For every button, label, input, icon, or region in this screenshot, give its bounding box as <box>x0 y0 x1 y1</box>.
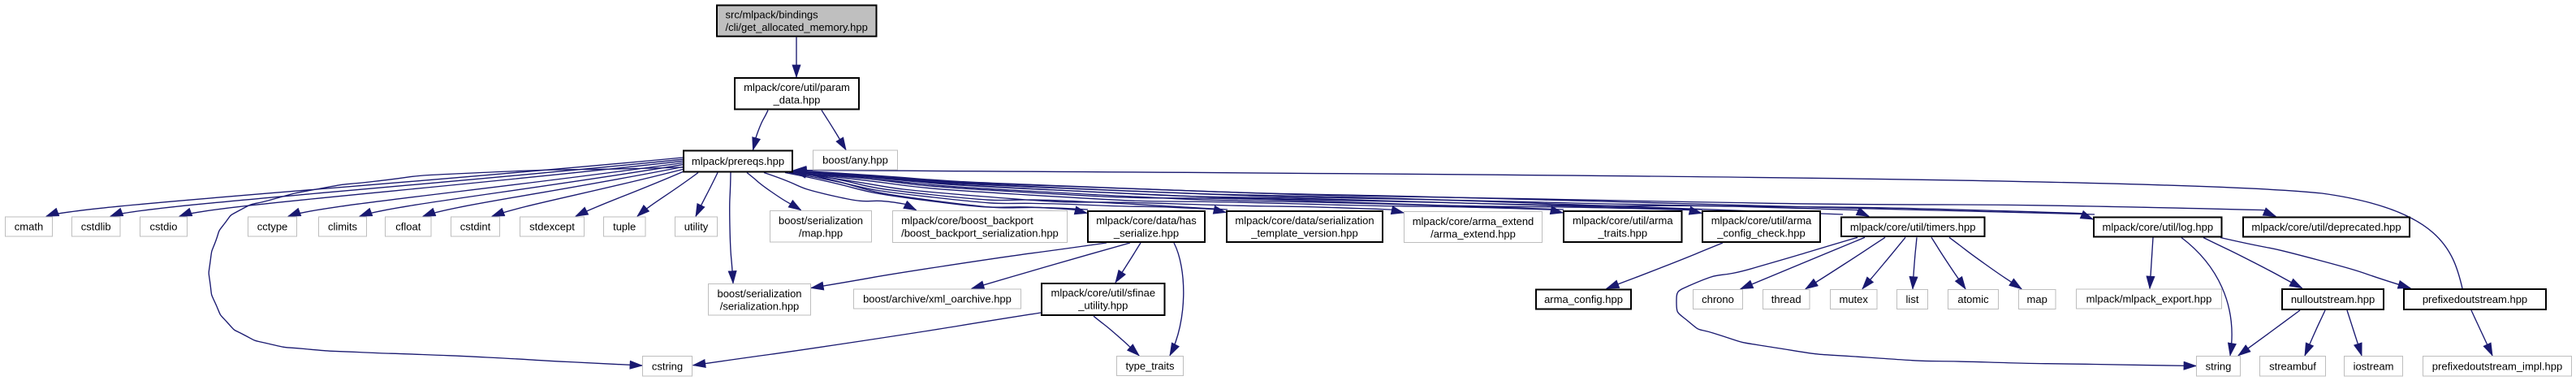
svg-text:list: list <box>1906 293 1919 305</box>
svg-text:_config_check.hpp: _config_check.hpp <box>1716 227 1805 240</box>
svg-text:mlpack/core/util/timers.hpp: mlpack/core/util/timers.hpp <box>1850 221 1976 233</box>
svg-text:thread: thread <box>1771 293 1801 305</box>
svg-text:utility: utility <box>684 221 709 233</box>
svg-text:boost/serialization: boost/serialization <box>779 214 863 227</box>
svg-text:/map.hpp: /map.hpp <box>799 227 843 240</box>
svg-text:cctype: cctype <box>257 221 288 233</box>
svg-text:string: string <box>2206 360 2232 372</box>
svg-text:prefixedoutstream_impl.hpp: prefixedoutstream_impl.hpp <box>2432 360 2562 372</box>
svg-text:tuple: tuple <box>613 221 636 233</box>
svg-text:mlpack/core/data/serialization: mlpack/core/data/serialization <box>1235 214 1374 227</box>
svg-text:mlpack/core/util/deprecated.hp: mlpack/core/util/deprecated.hpp <box>2251 221 2401 233</box>
svg-text:mlpack/core/util/arma: mlpack/core/util/arma <box>1573 214 1673 227</box>
svg-text:nulloutstream.hpp: nulloutstream.hpp <box>2291 293 2375 305</box>
svg-text:chrono: chrono <box>1702 293 1734 305</box>
svg-text:mlpack/core/util/param: mlpack/core/util/param <box>744 81 850 93</box>
svg-text:boost/serialization: boost/serialization <box>717 288 801 300</box>
svg-text:mlpack/core/data/has: mlpack/core/data/has <box>1096 214 1197 227</box>
svg-text:cstdint: cstdint <box>460 221 491 233</box>
svg-text:/arma_extend.hpp: /arma_extend.hpp <box>1430 228 1516 240</box>
svg-text:type_traits: type_traits <box>1126 360 1175 372</box>
svg-text:mlpack/core/boost_backport: mlpack/core/boost_backport <box>901 214 1033 227</box>
svg-text:/boost_backport_serialization.: /boost_backport_serialization.hpp <box>901 227 1059 240</box>
svg-text:mlpack/core/util/sfinae: mlpack/core/util/sfinae <box>1051 287 1155 299</box>
svg-text:/serialization.hpp: /serialization.hpp <box>720 301 800 313</box>
svg-text:cstdlib: cstdlib <box>81 221 111 233</box>
svg-text:mlpack/core/util/arma: mlpack/core/util/arma <box>1711 214 1812 227</box>
svg-text:arma_config.hpp: arma_config.hpp <box>1544 293 1623 305</box>
svg-text:streambuf: streambuf <box>2269 360 2316 372</box>
svg-text:atomic: atomic <box>1957 293 1989 305</box>
svg-text:_utility.hpp: _utility.hpp <box>1077 300 1128 312</box>
svg-text:cfloat: cfloat <box>395 221 421 233</box>
svg-text:cstdio: cstdio <box>150 221 178 233</box>
svg-text:_traits.hpp: _traits.hpp <box>1597 227 1647 240</box>
svg-text:/cli/get_allocated_memory.hpp: /cli/get_allocated_memory.hpp <box>726 21 868 33</box>
svg-text:boost/archive/xml_oarchive.hpp: boost/archive/xml_oarchive.hpp <box>863 293 1012 305</box>
svg-text:mlpack/mlpack_export.hpp: mlpack/mlpack_export.hpp <box>2086 293 2212 305</box>
svg-text:prefixedoutstream.hpp: prefixedoutstream.hpp <box>2423 293 2527 305</box>
svg-text:cstring: cstring <box>652 360 683 372</box>
svg-text:_template_version.hpp: _template_version.hpp <box>1250 227 1358 240</box>
svg-text:_serialize.hpp: _serialize.hpp <box>1113 227 1179 240</box>
svg-text:map: map <box>2027 293 2047 305</box>
svg-text:mutex: mutex <box>1839 293 1868 305</box>
svg-text:mlpack/prereqs.hpp: mlpack/prereqs.hpp <box>692 155 784 167</box>
svg-text:src/mlpack/bindings: src/mlpack/bindings <box>726 9 819 21</box>
svg-text:_data.hpp: _data.hpp <box>773 94 821 106</box>
svg-text:cmath: cmath <box>15 221 43 233</box>
svg-text:mlpack/core/util/log.hpp: mlpack/core/util/log.hpp <box>2103 221 2214 233</box>
svg-text:iostream: iostream <box>2354 360 2394 372</box>
svg-text:stdexcept: stdexcept <box>529 221 575 233</box>
svg-text:mlpack/core/arma_extend: mlpack/core/arma_extend <box>1413 215 1534 227</box>
svg-text:boost/any.hpp: boost/any.hpp <box>822 154 888 167</box>
svg-text:climits: climits <box>328 221 358 233</box>
